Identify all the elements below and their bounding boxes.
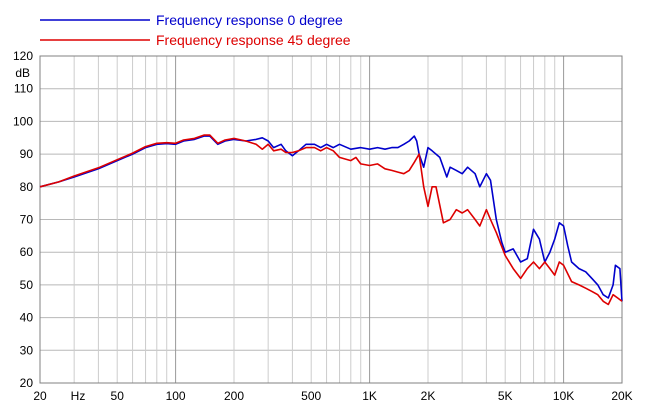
x-tick-label: 2K xyxy=(421,389,436,403)
y-tick-label: 70 xyxy=(20,213,34,227)
x-tick-label: 500 xyxy=(301,389,321,403)
y-tick-label: 40 xyxy=(20,311,34,325)
series-lines xyxy=(39,134,623,306)
x-tick-label: 20 xyxy=(33,389,47,403)
y-tick-label: 50 xyxy=(20,278,34,292)
x-tick-label: 1K xyxy=(362,389,377,403)
legend-label-1: Frequency response 45 degree xyxy=(156,32,351,48)
x-tick-labels: 20 50 100 200 500 1K 2K 5K 10K 20K xyxy=(33,389,632,403)
y-tick-label: 20 xyxy=(20,376,34,390)
grid-lines xyxy=(39,55,623,384)
y-tick-label: 90 xyxy=(20,147,34,161)
x-tick-label: 100 xyxy=(166,389,186,403)
y-axis-label: dB xyxy=(15,66,30,80)
y-tick-label: 100 xyxy=(13,114,33,128)
x-tick-label: 5K xyxy=(498,389,513,403)
y-tick-label: 60 xyxy=(20,245,34,259)
y-tick-label: 30 xyxy=(20,343,34,357)
y-tick-label: 110 xyxy=(14,82,33,96)
series-line-0 xyxy=(39,135,623,302)
x-tick-label: 50 xyxy=(111,389,125,403)
y-tick-label: 120 xyxy=(13,49,33,63)
x-tick-label: 200 xyxy=(224,389,244,403)
legend: Frequency response 0 degree Frequency res… xyxy=(40,12,351,48)
series-line-1 xyxy=(39,134,623,306)
x-tick-label: 20K xyxy=(611,389,632,403)
x-axis-label: Hz xyxy=(71,389,86,403)
y-tick-labels: 20 30 40 50 60 70 80 90 100 110 120 xyxy=(13,49,33,390)
legend-label-0: Frequency response 0 degree xyxy=(156,12,343,28)
x-tick-label: 10K xyxy=(553,389,574,403)
plot-frame xyxy=(39,55,623,384)
y-tick-label: 80 xyxy=(20,180,34,194)
